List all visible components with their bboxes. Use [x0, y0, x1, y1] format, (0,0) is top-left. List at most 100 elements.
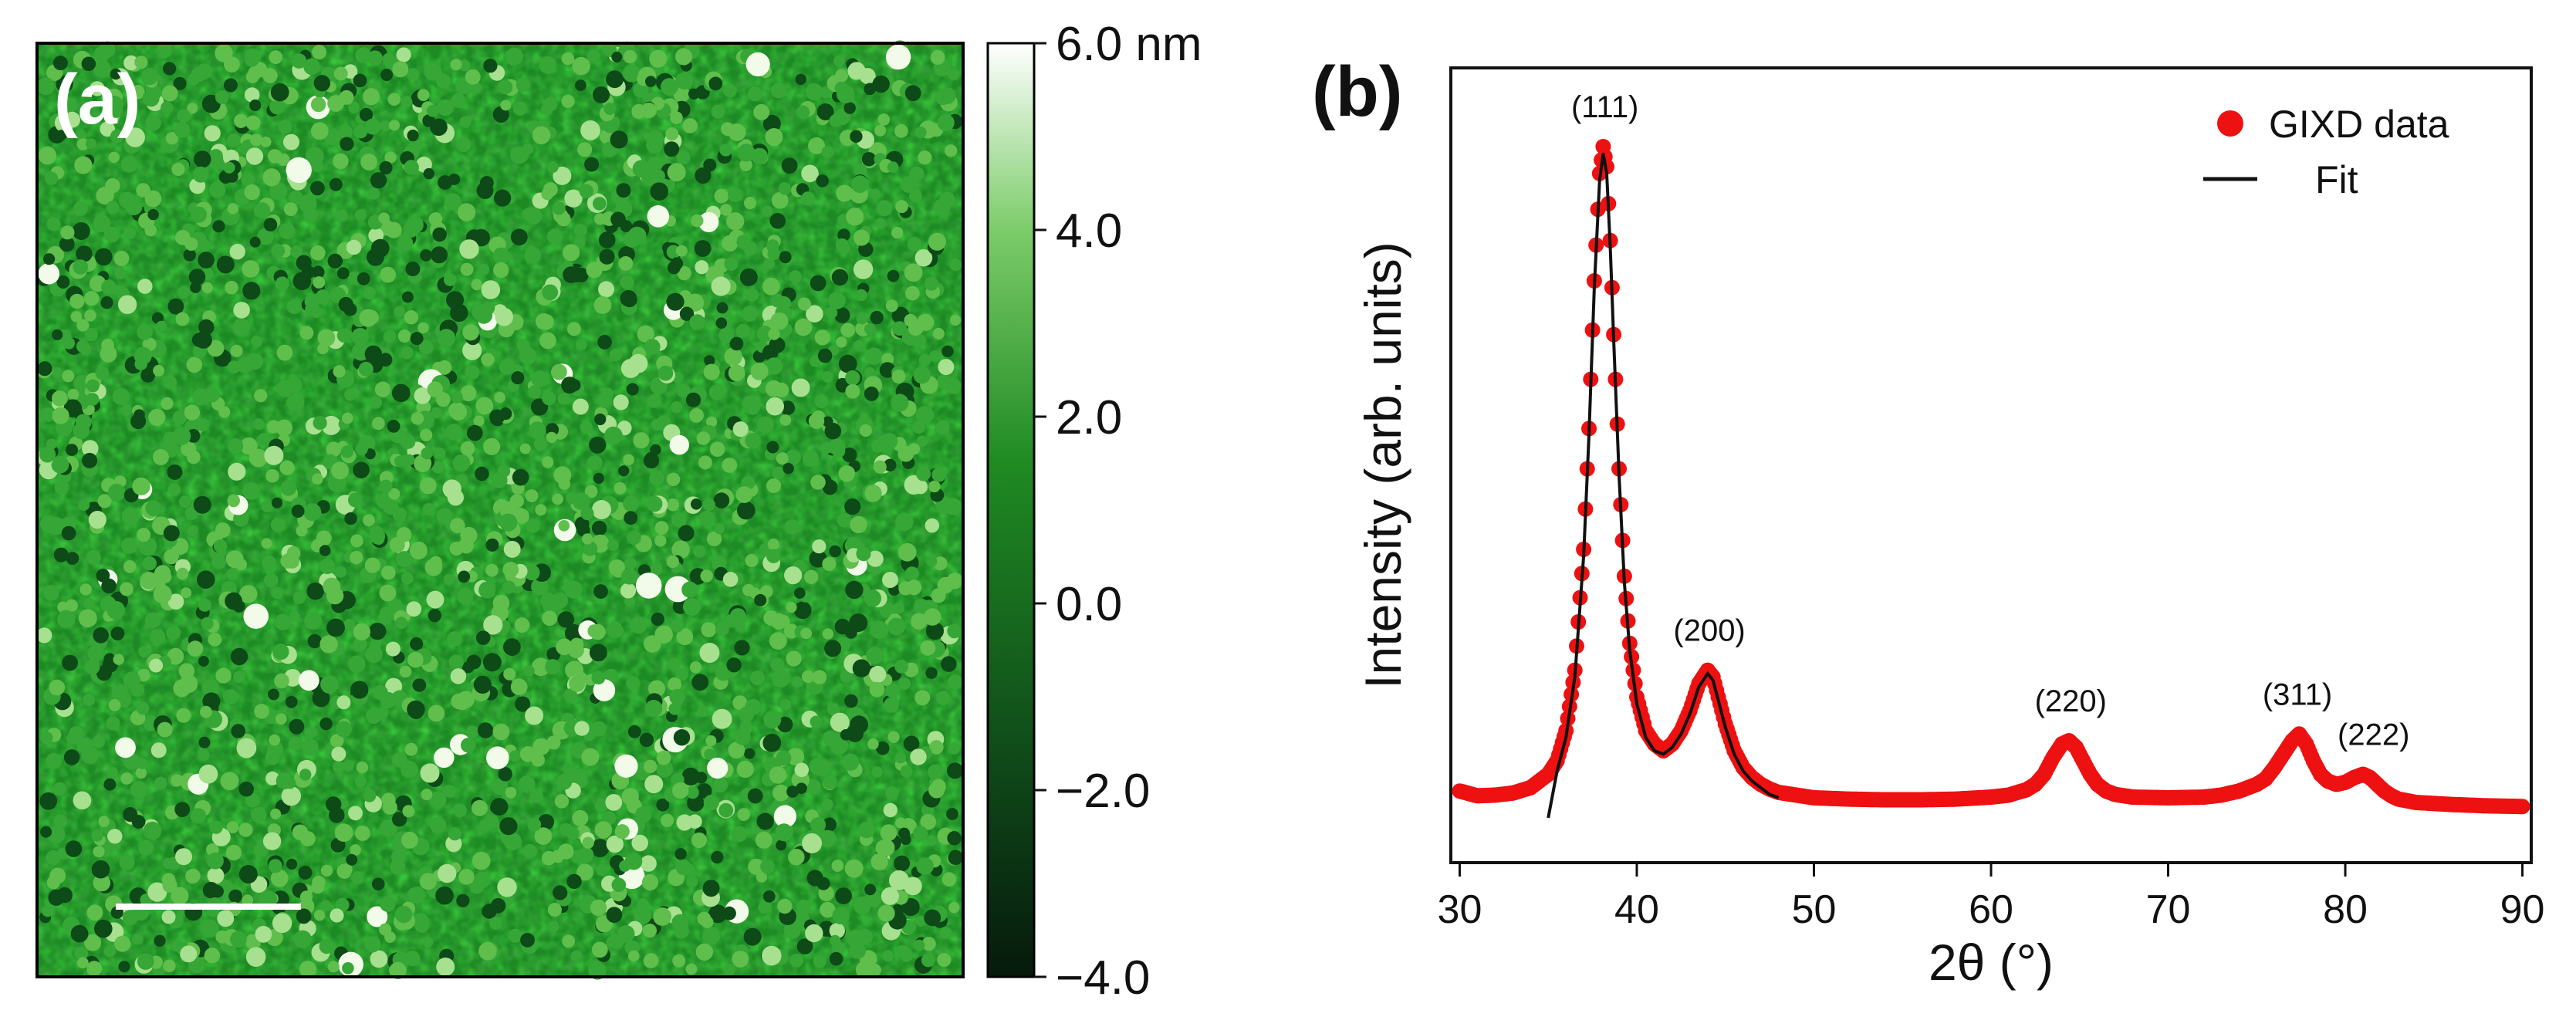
- afm-grain: [925, 622, 944, 640]
- afm-grain: [450, 668, 467, 684]
- afm-grain: [165, 132, 179, 145]
- afm-grain: [864, 367, 876, 379]
- afm-grain: [512, 468, 529, 486]
- afm-grain: [812, 539, 827, 554]
- afm-grain: [666, 555, 679, 569]
- afm-grain: [198, 319, 215, 336]
- afm-grain: [137, 668, 150, 682]
- afm-grain: [711, 850, 724, 864]
- afm-grain: [320, 675, 339, 694]
- afm-grain: [296, 255, 312, 271]
- afm-grain: [430, 118, 448, 137]
- afm-grain: [249, 236, 261, 248]
- afm-grain: [245, 52, 259, 67]
- afm-grain: [401, 434, 416, 449]
- afm-grain: [390, 850, 406, 864]
- afm-grain: [821, 798, 833, 811]
- afm-grain: [786, 602, 797, 613]
- afm-grain: [419, 873, 437, 890]
- afm-grain: [140, 572, 158, 590]
- afm-grain: [688, 88, 700, 100]
- afm-grain: [336, 328, 352, 343]
- afm-grain: [691, 674, 709, 691]
- afm-grain: [573, 224, 587, 238]
- afm-grain: [821, 145, 835, 159]
- afm-grain: [407, 700, 425, 719]
- afm-grain: [93, 873, 111, 892]
- afm-grain: [682, 597, 701, 617]
- afm-grain: [598, 281, 614, 298]
- afm-grain: [460, 441, 475, 456]
- afm-grain: [271, 497, 283, 508]
- afm-grain: [255, 925, 272, 943]
- afm-grain: [728, 742, 745, 759]
- afm-grain: [420, 249, 432, 262]
- afm-grain: [832, 941, 846, 955]
- afm-grain: [123, 226, 136, 240]
- afm-grain: [924, 276, 938, 291]
- afm-grain: [794, 587, 806, 599]
- afm-grain: [647, 157, 662, 171]
- afm-grain: [545, 659, 561, 675]
- afm-grain: [452, 454, 471, 472]
- afm-grain: [46, 753, 63, 769]
- afm-grain: [490, 898, 506, 914]
- afm-grain: [949, 314, 962, 326]
- afm-grain: [672, 954, 686, 968]
- afm-grain: [478, 941, 497, 961]
- afm-grain: [207, 867, 225, 884]
- afm-grain: [623, 495, 640, 512]
- afm-grain: [137, 528, 151, 542]
- afm-grain: [492, 723, 510, 741]
- afm-grain: [466, 424, 483, 441]
- afm-grain: [706, 531, 722, 547]
- afm-grain: [864, 323, 876, 335]
- afm-grain: [938, 115, 954, 131]
- afm-grain: [66, 552, 79, 565]
- afm-grain: [331, 746, 347, 762]
- afm-grain: [457, 691, 475, 708]
- afm-grain: [176, 708, 191, 723]
- afm-grain: [885, 44, 911, 70]
- afm-grain: [681, 78, 693, 90]
- afm-grain: [701, 622, 717, 637]
- afm-grain: [891, 226, 904, 239]
- afm-grain: [120, 404, 132, 416]
- afm-grain: [406, 216, 424, 234]
- x-tick-label: 50: [1792, 887, 1837, 932]
- afm-grain: [894, 123, 908, 138]
- afm-grain: [590, 899, 607, 917]
- afm-grain: [551, 850, 564, 863]
- afm-grain: [187, 525, 198, 536]
- afm-grain: [627, 530, 641, 546]
- afm-grain: [174, 802, 191, 817]
- afm-grain: [402, 805, 415, 818]
- afm-grain: [676, 628, 694, 646]
- afm-grain: [153, 585, 172, 604]
- afm-grain: [216, 255, 235, 274]
- colorbar: [986, 42, 1036, 978]
- afm-grain: [229, 244, 245, 260]
- afm-grain: [709, 906, 723, 919]
- afm-grain: [831, 860, 844, 872]
- afm-grain: [461, 738, 476, 753]
- afm-grain: [343, 760, 354, 772]
- afm-grain: [293, 930, 312, 949]
- afm-grain: [756, 416, 774, 434]
- afm-grain: [675, 859, 691, 875]
- afm-grain: [563, 244, 580, 262]
- afm-grain: [198, 764, 218, 784]
- afm-grain: [519, 745, 536, 762]
- afm-grain: [805, 924, 823, 943]
- afm-grain: [353, 124, 368, 139]
- afm-grain: [460, 385, 477, 402]
- afm-grain: [641, 873, 659, 891]
- afm-grain: [576, 863, 593, 881]
- afm-grain: [724, 257, 739, 271]
- afm-grain: [245, 115, 261, 130]
- afm-grain: [195, 66, 211, 80]
- afm-grain: [236, 738, 257, 758]
- afm-grain: [178, 495, 191, 508]
- afm-grain: [103, 945, 116, 958]
- afm-grain: [867, 738, 879, 750]
